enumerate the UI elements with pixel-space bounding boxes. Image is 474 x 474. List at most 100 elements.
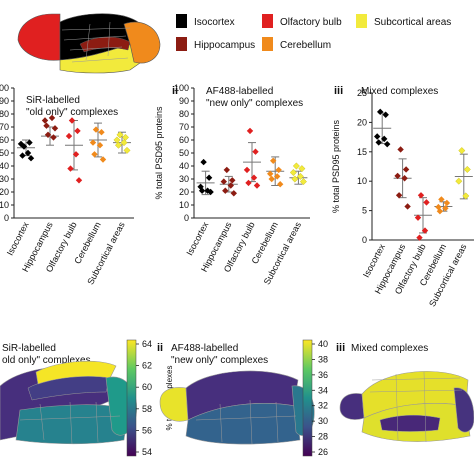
data-point	[443, 199, 451, 207]
colorbar-tick-label: 32	[318, 401, 328, 411]
data-point	[205, 174, 213, 181]
data-point	[436, 207, 444, 215]
data-point	[245, 179, 252, 187]
colorbar-af488	[302, 339, 313, 457]
data-point	[289, 168, 297, 177]
chart-title-line: Mixed complexes	[361, 86, 438, 97]
y-tick-label: 25	[357, 88, 367, 98]
data-point	[222, 187, 229, 194]
legend-swatch-subcortical-areas	[356, 14, 367, 28]
legend-swatch-isocortex	[176, 14, 187, 28]
data-point	[277, 181, 284, 188]
data-point	[200, 158, 207, 166]
data-point	[48, 114, 56, 122]
data-point	[123, 146, 131, 154]
brain-map-title-line-1: AF488-labelled	[171, 343, 238, 354]
legend-swatch-hippocampus	[176, 37, 187, 51]
y-tick-label: 10	[0, 200, 9, 210]
data-point	[384, 140, 391, 148]
data-point	[377, 108, 384, 116]
brain-map-title-line-1: Mixed complexes	[351, 343, 428, 354]
colorbar-tick-label: 56	[142, 425, 152, 435]
legend-label-cerebellum: Cerebellum	[280, 40, 331, 51]
y-tick-label: 70	[0, 122, 9, 132]
y-tick-label: 30	[0, 174, 9, 184]
legend-label-isocortex: Isocortex	[194, 17, 235, 28]
y-tick-label: 50	[0, 148, 9, 158]
colorbar-tick-label: 64	[142, 339, 152, 349]
data-point	[395, 192, 403, 199]
data-point	[99, 156, 107, 163]
legend-label-olfactory-bulb: Olfactory bulb	[280, 17, 342, 28]
scatter-panel-sir-old-only: SiR-labelled"old only" complexes 0 10 20 30 4…	[0, 83, 134, 286]
chart-title-line: "old only" complexes	[26, 107, 118, 118]
data-point	[89, 139, 97, 146]
data-point	[275, 166, 282, 174]
colorbar-tick-label: 54	[142, 447, 152, 457]
colorbar-tick-label: 28	[318, 432, 328, 442]
data-point	[375, 139, 382, 146]
data-point	[120, 139, 128, 147]
brain-map-af488-new-only: ii AF488-labelled "new only" complexes 4…	[157, 339, 328, 457]
scatter-panel-af488-new-only: AF488-labelled"new only" complexes ii 0 10 2…	[154, 83, 310, 286]
y-tick-label: 90	[179, 96, 189, 106]
data-point	[404, 203, 411, 210]
data-point	[98, 129, 105, 136]
data-point	[442, 205, 449, 212]
y-tick-label: 0	[362, 235, 367, 245]
legend-label-hippocampus: Hippocampus	[194, 40, 255, 51]
data-point	[296, 172, 304, 180]
chart-title-line: "new only" complexes	[206, 98, 303, 109]
data-point	[298, 165, 306, 173]
brain-map-panel-number: ii	[157, 342, 163, 354]
scatter-panel-mixed: Mixed complexes iii 0 5 10 15 20 25 % total PSD9…	[331, 85, 474, 308]
y-tick-label: 10	[357, 176, 367, 186]
y-tick-label: 15	[357, 147, 367, 157]
y-tick-label: 70	[179, 122, 189, 132]
colorbar-tick-label: 58	[142, 404, 152, 414]
colorbar-tick-label: 26	[318, 447, 328, 457]
x-tick-label: Isocortex	[5, 220, 31, 257]
data-point	[250, 174, 258, 181]
y-axis-label: % total PSD95 proteins	[154, 106, 164, 200]
data-point	[416, 234, 423, 241]
data-point	[374, 133, 381, 140]
data-point	[423, 199, 430, 206]
legend-swatch-olfactory-bulb	[262, 14, 273, 28]
data-point	[463, 165, 471, 173]
data-point	[274, 173, 281, 180]
brain-map-panel-number: iii	[336, 342, 345, 354]
y-tick-label: 10	[179, 200, 189, 210]
data-point	[455, 177, 463, 185]
colorbar-tick-label: 62	[142, 361, 152, 371]
y-tick-label: 0	[184, 213, 189, 223]
y-tick-label: 00	[0, 83, 9, 93]
brain-map-mixed: iii Mixed complexes	[336, 342, 474, 443]
data-point	[292, 162, 300, 170]
data-point	[116, 131, 124, 139]
data-point	[19, 152, 26, 159]
data-point	[229, 177, 236, 184]
colorbar-sir	[126, 339, 137, 457]
data-point	[17, 140, 25, 148]
data-point	[44, 131, 52, 138]
data-point	[291, 175, 299, 183]
y-tick-label: 80	[0, 109, 9, 119]
data-point	[41, 117, 49, 124]
data-point	[417, 192, 425, 199]
y-tick-label: 50	[179, 148, 189, 158]
data-point	[50, 134, 57, 141]
y-tick-label: 80	[179, 109, 189, 119]
data-point	[198, 187, 206, 194]
colorbar-tick-label: 40	[318, 339, 328, 349]
y-tick-label: 60	[179, 135, 189, 145]
data-point	[252, 148, 259, 155]
data-point	[438, 196, 445, 203]
data-point	[51, 125, 59, 132]
data-point	[246, 127, 254, 135]
data-point	[121, 133, 130, 141]
data-point	[230, 190, 237, 197]
data-point	[24, 149, 32, 157]
y-tick-label: 60	[0, 135, 9, 145]
